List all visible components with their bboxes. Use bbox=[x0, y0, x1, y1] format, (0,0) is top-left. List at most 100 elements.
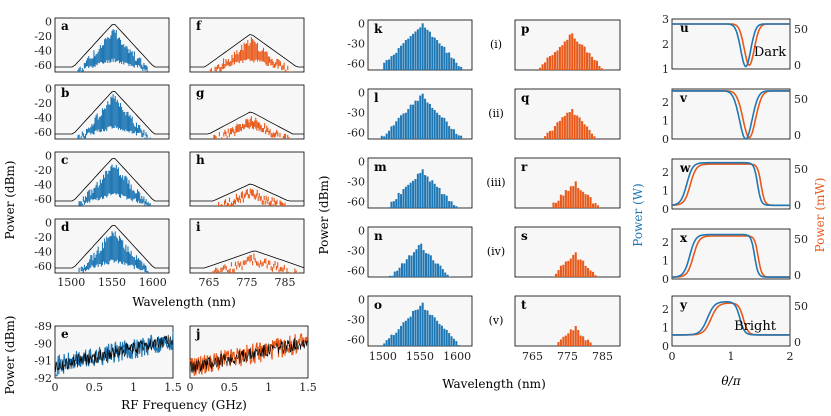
panel-label-a: a bbox=[61, 19, 69, 33]
bar-t bbox=[557, 342, 560, 346]
bar-n bbox=[434, 263, 437, 277]
ytick-o-2: -60 bbox=[347, 333, 365, 346]
bar-l bbox=[428, 103, 431, 139]
bar-q bbox=[576, 115, 579, 139]
ytick-left-v-0: 2 bbox=[662, 96, 669, 109]
bar-p bbox=[588, 52, 591, 70]
bar-r bbox=[552, 202, 555, 208]
bar-t bbox=[574, 326, 577, 346]
bar-n bbox=[444, 272, 447, 277]
ytick-left-x-1: 1 bbox=[662, 254, 669, 267]
ytick-n-1: -30 bbox=[347, 244, 365, 257]
bar-l bbox=[436, 112, 439, 139]
bar-k bbox=[433, 37, 436, 70]
bar-q bbox=[546, 132, 549, 139]
bar-k bbox=[412, 33, 415, 70]
bar-l bbox=[388, 130, 391, 139]
condition-label-1: (ii) bbox=[488, 107, 504, 120]
bar-p bbox=[593, 60, 596, 70]
bar-k bbox=[448, 52, 451, 70]
panel-label-y: y bbox=[679, 298, 688, 312]
ytick-left-v-2: 0 bbox=[662, 133, 669, 146]
col5-ylabel-right: Power (mW) bbox=[813, 178, 827, 253]
bar-n bbox=[398, 267, 401, 277]
bar-l bbox=[448, 126, 451, 139]
panel-label-b: b bbox=[61, 86, 69, 100]
bar-s bbox=[562, 264, 565, 277]
bar-l bbox=[421, 93, 424, 139]
xtick-o-2: 1600 bbox=[443, 350, 471, 363]
bar-n bbox=[400, 263, 403, 277]
bar-s bbox=[589, 270, 592, 277]
ytick-right-y-0: 50 bbox=[794, 300, 808, 313]
bar-q bbox=[583, 124, 586, 139]
ytick-right-x-1: 0 bbox=[794, 269, 801, 282]
bar-k bbox=[443, 46, 446, 70]
xtick-rf-e-0: 0 bbox=[52, 381, 59, 394]
xtick-rf-e-2: 1 bbox=[130, 381, 137, 394]
bar-l bbox=[390, 126, 393, 139]
xtick-o-0: 1500 bbox=[369, 350, 397, 363]
bar-k bbox=[428, 31, 431, 71]
bar-m bbox=[392, 201, 395, 208]
bar-k bbox=[404, 40, 407, 70]
bar-p bbox=[598, 65, 601, 70]
bar-s bbox=[567, 260, 570, 277]
bar-q bbox=[578, 117, 581, 139]
bar-p bbox=[558, 46, 561, 70]
bar-q bbox=[551, 130, 554, 139]
bar-p bbox=[551, 55, 554, 70]
bar-k bbox=[455, 62, 458, 70]
condition-label-2: (iii) bbox=[486, 176, 505, 189]
panel-label-j: j bbox=[195, 327, 200, 341]
power-curve-u-1 bbox=[672, 23, 790, 68]
bar-l bbox=[452, 129, 455, 139]
bar-o bbox=[426, 310, 429, 346]
xtick-o-1: 1550 bbox=[406, 350, 434, 363]
bar-o bbox=[448, 333, 451, 346]
bar-r bbox=[559, 194, 562, 208]
bar-l bbox=[404, 112, 407, 139]
bar-r bbox=[569, 186, 572, 208]
xtick-col2-1: 775 bbox=[237, 276, 258, 289]
condition-label-0: (i) bbox=[490, 38, 502, 51]
xtick-col1-0: 1500 bbox=[57, 276, 85, 289]
bar-o bbox=[395, 332, 398, 346]
bar-t bbox=[572, 330, 575, 346]
panel-label-n: n bbox=[374, 229, 383, 243]
bar-l bbox=[443, 117, 446, 139]
bar-l bbox=[397, 117, 400, 139]
ytick-right-w-0: 50 bbox=[794, 163, 808, 176]
bar-l bbox=[383, 136, 386, 139]
bar-p bbox=[595, 60, 598, 70]
bar-o bbox=[402, 322, 405, 346]
data-layer bbox=[54, 23, 790, 377]
col3-ylabel: Power (dBm) bbox=[317, 176, 331, 255]
bar-r bbox=[582, 191, 585, 208]
xtick-theta-0: 0 bbox=[669, 350, 676, 363]
ytick-n-0: 0 bbox=[358, 224, 365, 237]
bar-k bbox=[397, 48, 400, 70]
ytick-b-3: -60 bbox=[34, 126, 52, 139]
bar-m bbox=[450, 201, 453, 208]
panel-label-s: s bbox=[521, 229, 528, 243]
bar-l bbox=[400, 115, 403, 139]
bar-l bbox=[445, 121, 448, 139]
panel-label-o: o bbox=[374, 298, 382, 312]
col5-xlabel: θ/π bbox=[721, 374, 741, 388]
envelope-a bbox=[55, 23, 169, 68]
ytick-o-1: -30 bbox=[347, 313, 365, 326]
ytick-d-1: -20 bbox=[34, 231, 52, 244]
bar-s bbox=[554, 273, 558, 277]
bar-o bbox=[416, 309, 419, 346]
envelope-g bbox=[190, 111, 304, 135]
bar-k bbox=[390, 56, 393, 70]
ytick-n-2: -60 bbox=[347, 264, 365, 277]
bar-o bbox=[419, 305, 422, 346]
panel-label-q: q bbox=[521, 91, 530, 105]
bar-n bbox=[446, 274, 449, 277]
xtick-rf-j-3: 1.5 bbox=[299, 381, 317, 394]
bar-m bbox=[445, 195, 448, 208]
bar-o bbox=[383, 343, 386, 346]
ytick-rf-3: -92 bbox=[34, 372, 52, 385]
